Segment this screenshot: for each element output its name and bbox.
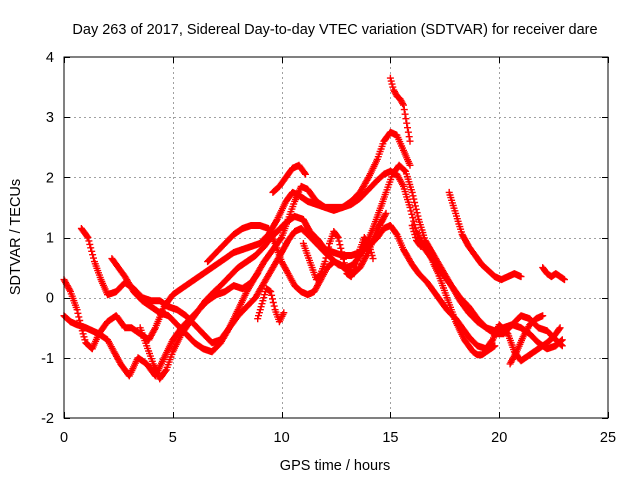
series-arc-3-points (77, 161, 566, 353)
y-tick-label: 1 (46, 231, 54, 247)
y-tick-label: -2 (41, 411, 54, 427)
y-tick-label: 4 (46, 50, 54, 66)
y-tick-label: -1 (41, 351, 54, 367)
series-arc-5-points (136, 270, 262, 383)
x-tick-labels: 0 5 10 15 20 25 (60, 430, 616, 446)
series-arc-8-points (269, 161, 309, 196)
x-tick-label: 10 (274, 430, 290, 446)
x-tick-label: 25 (600, 430, 616, 446)
y-tick-labels: -2 -1 0 1 2 3 4 (41, 50, 54, 427)
series-arc-14-points (539, 264, 568, 284)
series-arc-11-points (408, 222, 499, 359)
series-arc-9-points (299, 228, 377, 284)
axis-ticks (64, 57, 609, 419)
series-arc-10-points (386, 74, 414, 145)
series-arc-4-points (108, 128, 414, 356)
plot-frame (63, 56, 609, 419)
series-arc-7-points (254, 285, 288, 326)
y-axis-label: SDTVAR / TECUs (8, 179, 24, 295)
x-axis-label: GPS time / hours (280, 458, 390, 474)
x-tick-label: 5 (169, 430, 177, 446)
chart-title: Day 263 of 2017, Sidereal Day-to-day VTE… (72, 22, 597, 38)
y-tick-label: 0 (46, 291, 54, 307)
x-tick-label: 0 (60, 430, 68, 446)
x-tick-label: 15 (382, 430, 398, 446)
x-tick-label: 20 (491, 430, 507, 446)
y-tick-label: 3 (46, 110, 54, 126)
series-arc-12-points (445, 188, 525, 284)
data-points (60, 74, 568, 383)
series-arc-13-points (506, 312, 547, 368)
y-tick-label: 2 (46, 170, 54, 186)
